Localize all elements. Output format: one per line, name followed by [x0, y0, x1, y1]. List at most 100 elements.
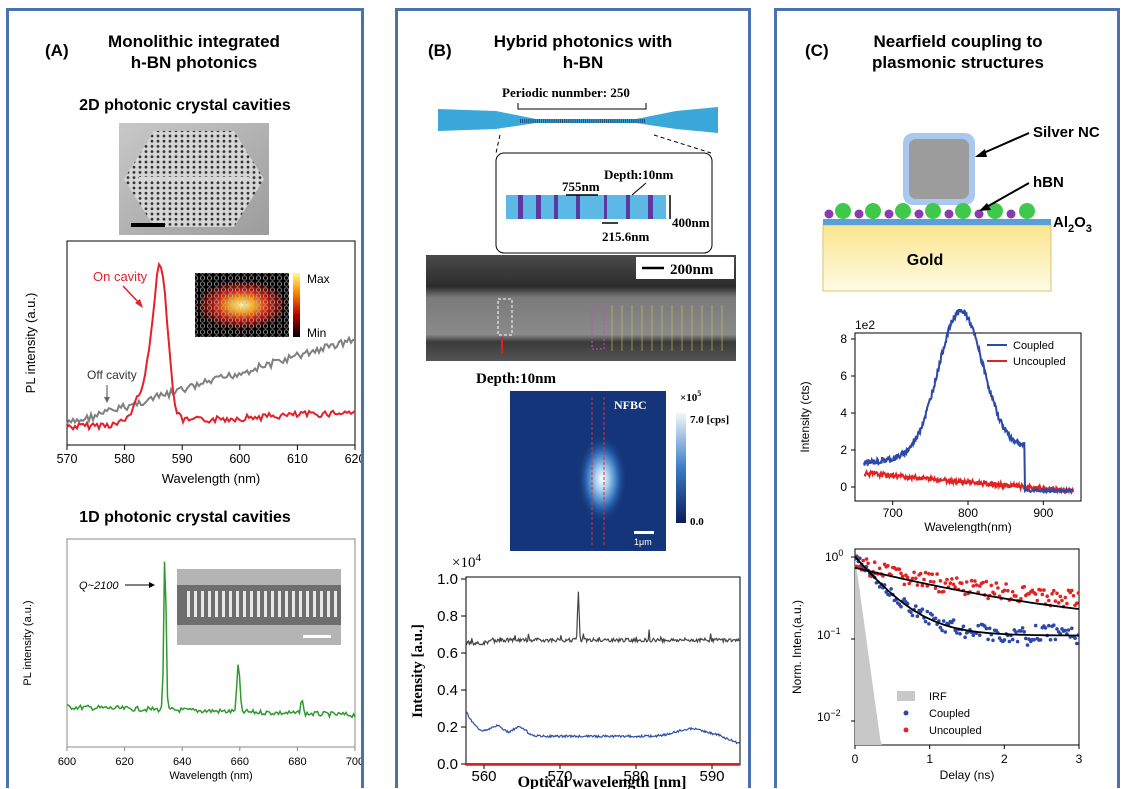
ytick: 1.0 [437, 571, 458, 588]
plot-a1: PL intensity (a.u.) Wavelength (nm) 570 5… [23, 240, 361, 486]
map-cbar-bottom: 0.0 [690, 516, 704, 528]
q-factor-label: Q~2100 [79, 580, 119, 592]
plot-c1-xlabel: Wavelength(nm) [924, 520, 1012, 533]
nanobeam-schematic: Periodic nunmber: 250 Depth:10nm 755nm 4… [438, 85, 718, 254]
nfbc-label: NFBC [614, 398, 647, 412]
ytick: 0.4 [437, 682, 458, 699]
plot-b-spectrum: ×104 Intensity [a.u.] Optical wavelength… [410, 552, 741, 789]
xtick: 610 [287, 452, 308, 466]
gold-label: Gold [907, 252, 943, 269]
xtick: 3 [1076, 752, 1083, 766]
xtick: 600 [58, 756, 76, 768]
panel-c: (C) Nearfield coupling to plasmonic stru… [774, 8, 1120, 788]
xtick: 1 [926, 752, 933, 766]
legend-coupled: Coupled [1013, 340, 1054, 352]
al2o3-label: Al2O3 [1053, 214, 1092, 235]
xtick: 2 [1001, 752, 1008, 766]
xtick: 660 [231, 756, 249, 768]
panel-c-label: (C) [805, 41, 829, 60]
dim-755-label: 755nm [562, 179, 600, 194]
xtick: 620 [345, 452, 361, 466]
panel-a-title-line2: h-BN photonics [130, 53, 258, 72]
off-cavity-label: Off cavity [87, 368, 137, 382]
dim-215-label: 215.6nm [602, 229, 649, 244]
xtick: 680 [288, 756, 306, 768]
xtick: 700 [883, 506, 903, 520]
ytick: 0.8 [437, 608, 458, 625]
xtick: 0 [852, 752, 859, 766]
spectrum-ylabel: Intensity [a.u.] [410, 624, 426, 718]
xtick: 570 [57, 452, 78, 466]
xtick: 640 [173, 756, 191, 768]
legend-uncoupled: Uncoupled [1013, 356, 1066, 368]
plot-c2: Norm. Inten.(a.u.) Delay (ns) 0 1 2 3 100 1… [790, 548, 1083, 782]
ytick: 2 [840, 443, 847, 457]
plot-c2-xlabel: Delay (ns) [940, 768, 995, 782]
panel-b: (B) Hybrid photonics with h-BN Periodic … [395, 8, 751, 789]
xtick: 700 [346, 756, 361, 768]
spectrum-xlabel: Optical wavelength [nm] [518, 774, 687, 789]
plot-a1-ylabel: PL intensity (a.u.) [23, 293, 38, 394]
xtick: 900 [1033, 506, 1053, 520]
legend-c2-coupled: Coupled [929, 708, 970, 720]
map-cbar-top: 7.0 [cps] [690, 414, 729, 426]
hbn-label: hBN [1033, 174, 1064, 191]
ytick-1e0: 100 [825, 548, 843, 564]
panel-b-title-line2: h-BN [562, 53, 604, 72]
ytick: 0.2 [437, 719, 458, 736]
dim-400-label: 400nm [672, 215, 710, 230]
plot-a2-xlabel: Wavelength (nm) [169, 770, 252, 782]
panel-b-title-line1: Hybrid photonics with [493, 32, 673, 51]
ytick: 8 [840, 332, 847, 346]
sub-2d-cavities: 2D photonic crystal cavities [79, 97, 291, 114]
ytick: 0 [840, 480, 847, 494]
xtick: 580 [623, 768, 648, 785]
scale-bar [131, 223, 165, 227]
plot-c2-ylabel: Norm. Inten.(a.u.) [790, 600, 804, 694]
ytick: 4 [840, 406, 847, 420]
plot-c1-ylabel: Intensity (cts) [798, 381, 812, 452]
silver-nc-label: Silver NC [1033, 124, 1100, 141]
nfbc-map: NFBC 1μm ×105 7.0 [cps] 0.0 [510, 389, 729, 551]
colorbar-min: Min [307, 326, 326, 340]
spectrum-exp: ×104 [452, 552, 481, 571]
xtick: 800 [958, 506, 978, 520]
ytick: 6 [840, 369, 847, 383]
periodic-number-label: Periodic nunmber: 250 [502, 85, 630, 100]
sem-2d-photonic-crystal [119, 123, 269, 235]
plot-c1-scale: 1e2 [855, 318, 875, 332]
map-unit: ×105 [680, 389, 701, 404]
panel-a-title: Monolithic integrated h-BN photonics [79, 31, 309, 73]
xtick: 600 [229, 452, 250, 466]
ytick-1e-2: 10−2 [817, 708, 841, 724]
plot-c1: 1e2 Intensity (cts) Wavelength(nm) 0 2 4 6 8… [798, 309, 1082, 533]
plasmonic-schematic: Gold Silver NC hBN Al2O3 [822, 124, 1100, 292]
panel-c-title-line1: Nearfield coupling to [873, 32, 1043, 51]
plot-a1-xlabel: Wavelength (nm) [162, 471, 261, 486]
ytick-1e-1: 10−1 [817, 626, 841, 642]
plot-a2-ylabel: PL intensity (a.u.) [22, 600, 34, 685]
depth-label-top: Depth:10nm [604, 167, 674, 182]
ytick: 0.0 [437, 756, 458, 773]
panel-b-label: (B) [428, 41, 452, 60]
legend-irf: IRF [929, 691, 947, 703]
panel-c-title: Nearfield coupling to plasmonic structur… [833, 31, 1083, 73]
ytick: 0.6 [437, 645, 458, 662]
on-cavity-label: On cavity [93, 269, 148, 284]
xtick: 590 [172, 452, 193, 466]
xtick: 580 [114, 452, 135, 466]
depth-label-bottom: Depth:10nm [476, 371, 557, 387]
panel-b-title: Hybrid photonics with h-BN [458, 31, 708, 73]
panel-a-title-line1: Monolithic integrated [108, 32, 280, 51]
xtick: 620 [115, 756, 133, 768]
sem-nanobeam: 200nm Depth:10nm [426, 255, 736, 387]
sub-1d-cavities: 1D photonic crystal cavities [79, 509, 291, 526]
xtick: 590 [699, 768, 724, 785]
map-scale-label: 1μm [634, 537, 652, 547]
scale-200nm-label: 200nm [670, 262, 714, 278]
inset-scale-bar [303, 635, 331, 638]
xtick: 560 [471, 768, 496, 785]
legend-c2-uncoupled: Uncoupled [929, 725, 982, 737]
panel-a-label: (A) [45, 41, 69, 60]
plot-a2: PL intensity (a.u.) Wavelength (nm) 600 6… [22, 538, 361, 782]
